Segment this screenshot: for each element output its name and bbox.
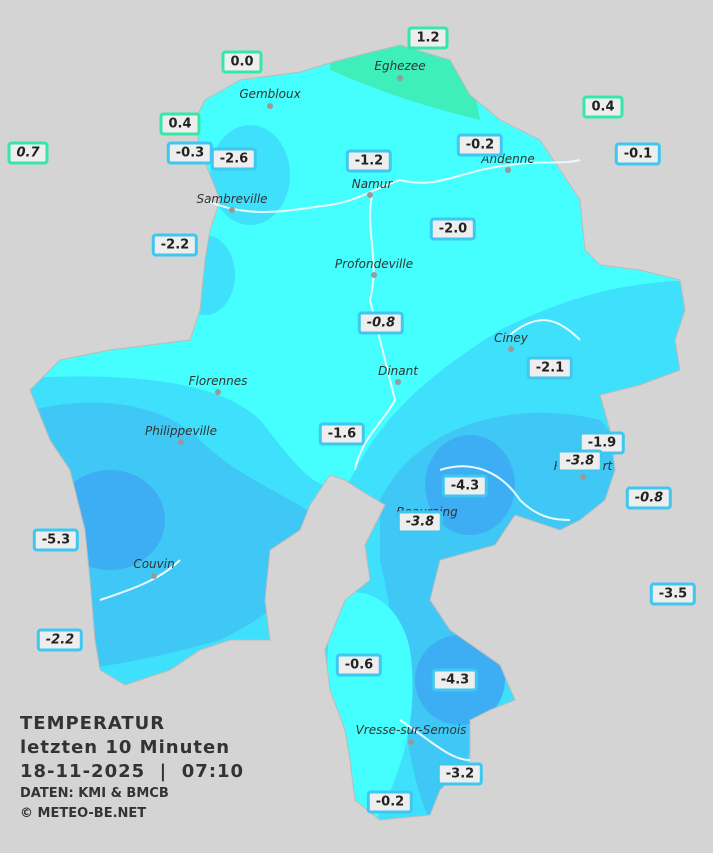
- legend: TEMPERATUR letzten 10 Minuten 18-11-2025…: [20, 712, 244, 824]
- temperature-label: -0.6: [335, 653, 383, 677]
- temperature-label: -0.3: [166, 141, 214, 165]
- city-name: Ciney: [494, 331, 528, 345]
- temperature-label: -1.6: [318, 422, 366, 446]
- rivers: [99, 159, 581, 761]
- city-name: Profondeville: [334, 257, 414, 271]
- temperature-label: -2.6: [210, 147, 258, 171]
- temperature-label: -3.8: [396, 510, 444, 534]
- city-marker: [229, 207, 235, 213]
- temperature-label: -2.2: [151, 233, 199, 257]
- city-name: Eghezee: [374, 59, 426, 73]
- city-marker: [178, 439, 184, 445]
- city-name: Couvin: [133, 557, 175, 571]
- city-name: Vresse-sur-Semois: [355, 723, 467, 737]
- temperature-label: -3.8: [556, 449, 604, 473]
- legend-datetime: 18-11-2025 | 07:10: [20, 761, 245, 782]
- temperature-label: 0.7: [7, 141, 49, 165]
- legend-subtitle: letzten 10 Minuten: [20, 737, 231, 758]
- city-name: Florennes: [188, 374, 248, 388]
- city-name: Sambreville: [196, 192, 268, 206]
- temperature-label: -2.1: [526, 356, 574, 380]
- city-marker: [508, 346, 514, 352]
- temperature-label: -0.1: [614, 142, 662, 166]
- city-marker: [580, 474, 586, 480]
- temperature-label: -0.2: [456, 133, 504, 157]
- city-name: Namur: [351, 177, 393, 191]
- city-marker: [505, 167, 511, 173]
- temperature-label: -2.2: [36, 628, 84, 652]
- temperature-label: -4.3: [441, 474, 489, 498]
- legend-source: DATEN: KMI & BMCB: [20, 786, 169, 801]
- city-marker: [267, 103, 273, 109]
- temperature-label: -4.3: [431, 668, 479, 692]
- city-marker: [408, 739, 414, 745]
- temperature-label: 0.4: [159, 112, 201, 136]
- legend-copyright: © METEO-BE.NET: [20, 806, 147, 821]
- city-marker: [367, 192, 373, 198]
- city-marker: [151, 573, 157, 579]
- temperature-label: -0.8: [357, 311, 405, 335]
- temperature-label: -3.2: [436, 762, 484, 786]
- temperature-label: -1.9: [578, 431, 626, 455]
- temperature-label: -1.2: [345, 149, 393, 173]
- temperature-label: -5.3: [32, 528, 80, 552]
- legend-title: TEMPERATUR: [20, 713, 166, 734]
- city-marker: [371, 272, 377, 278]
- temperature-label: -0.8: [625, 486, 673, 510]
- city-marker: [397, 75, 403, 81]
- temperature-label: -2.0: [429, 217, 477, 241]
- city-marker: [215, 389, 221, 395]
- city-marker: [395, 379, 401, 385]
- city-name: Gembloux: [239, 87, 301, 101]
- city-name: Dinant: [378, 364, 418, 378]
- temperature-label: 0.4: [582, 95, 624, 119]
- temperature-label: 1.2: [407, 26, 449, 50]
- temperature-label: -3.5: [649, 582, 697, 606]
- temperature-label: -0.2: [366, 790, 414, 814]
- temperature-label: 0.0: [221, 50, 263, 74]
- city-name: Philippeville: [145, 424, 217, 438]
